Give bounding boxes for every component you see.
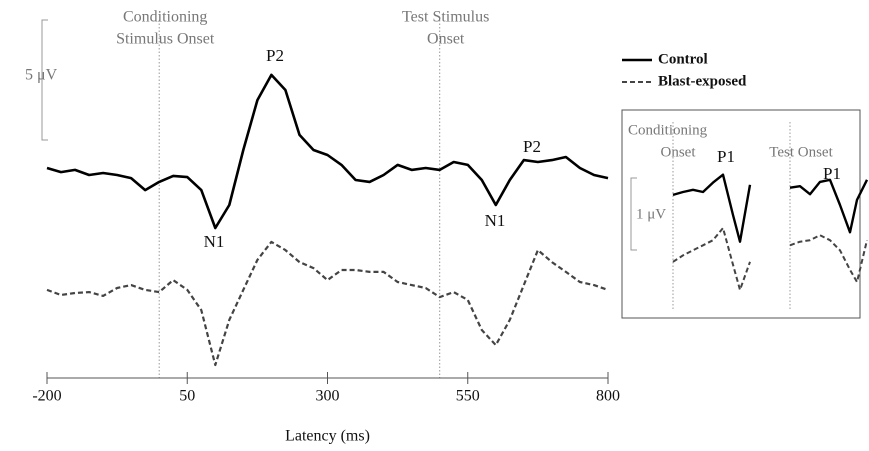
onset-label: Conditioning <box>123 9 207 26</box>
peak-label: P2 <box>266 46 284 65</box>
scale-bar-label: 5 μV <box>25 67 58 84</box>
series-line <box>789 234 868 283</box>
inset-scale-bar <box>630 177 637 251</box>
series-line <box>672 227 751 291</box>
inset-onset-label: Test Onset <box>769 144 833 160</box>
x-tick-label: -200 <box>32 388 61 405</box>
inset-scale-bar-label: 1 μV <box>636 206 666 222</box>
x-tick-label: 300 <box>316 388 340 405</box>
x-tick-label: 50 <box>179 388 195 405</box>
legend-label: Blast-exposed <box>658 73 747 89</box>
x-axis-label: Latency (ms) <box>285 428 370 445</box>
x-tick-label: 800 <box>596 388 620 405</box>
legend-label: Control <box>658 51 708 67</box>
onset-label: Test Stimulus <box>402 9 489 26</box>
x-tick-label: 550 <box>456 388 480 405</box>
series-line <box>46 240 609 367</box>
scale-bar <box>41 19 48 141</box>
inset-onset-label: Onset <box>661 144 697 160</box>
inset-frame <box>621 109 861 319</box>
onset-label: Stimulus Onset <box>116 31 215 48</box>
series-line <box>672 173 752 243</box>
onset-label: Onset <box>427 31 465 48</box>
series-line <box>46 73 609 230</box>
peak-label: N1 <box>485 211 506 230</box>
peak-label: N1 <box>204 232 225 251</box>
inset-onset-label: Conditioning <box>628 122 708 138</box>
inset-peak-label: P1 <box>823 164 841 183</box>
series-line <box>789 178 869 234</box>
peak-label: P2 <box>523 137 541 156</box>
inset-peak-label: P1 <box>717 147 735 166</box>
